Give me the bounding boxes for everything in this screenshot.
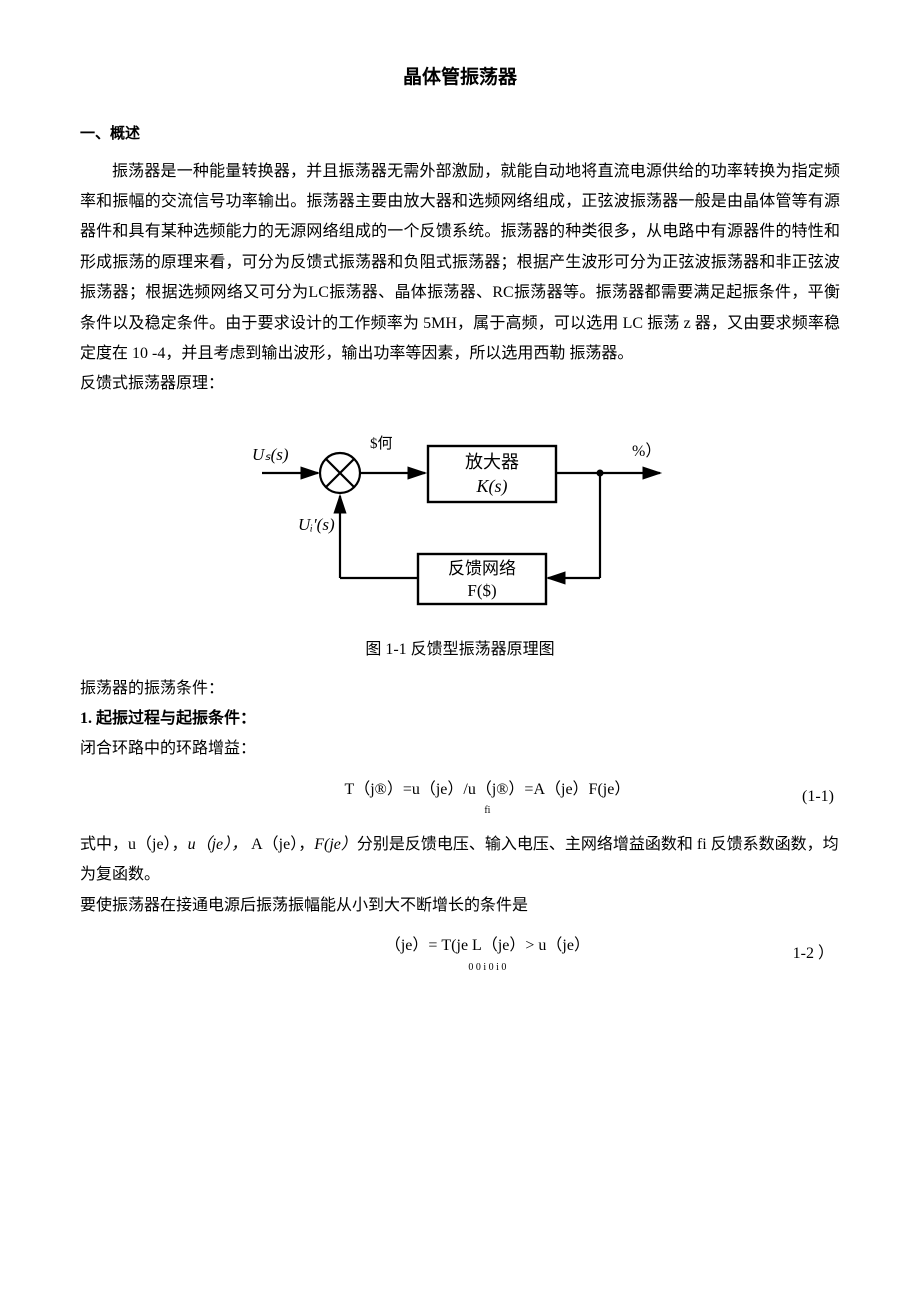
in-tag: $何: [370, 435, 393, 452]
amp-label-1: 放大器: [465, 452, 519, 472]
eq2-number: 1-2 ）: [712, 939, 840, 969]
eq1-text: T（j®）=u（je）/u（j®）=A（je）F(je）: [344, 781, 630, 798]
us-label: Uₛ(s): [252, 445, 289, 464]
eq2-text: （je）= T(je L（je）> u（je）: [385, 937, 590, 954]
eq1-explanation: 式中，u（je），u（je）， A（je），F(je）分别是反馈电压、输入电压、…: [80, 830, 840, 891]
figure-1-1: Uₛ(s) $何 放大器 K(s) %） 反馈网络 F($) Uᵢ′(s): [80, 418, 840, 629]
page-title: 晶体管振荡器: [80, 60, 840, 96]
eq1-number: (1-1): [712, 782, 840, 812]
fb-label-2: F($): [467, 581, 496, 600]
amp-label-2: K(s): [476, 476, 508, 497]
feedback-principle-label: 反馈式振荡器原理：: [80, 369, 840, 399]
ui-label: Uᵢ′(s): [298, 515, 335, 534]
equation-1-2: （je）= T(je L（je）> u（je） 0 0 i 0 i 0 1-2 …: [80, 931, 840, 976]
loop-gain-label: 闭合环路中的环路增益：: [80, 734, 840, 764]
overview-paragraph: 振荡器是一种能量转换器，并且振荡器无需外部激励，就能自动地将直流电源供给的功率转…: [80, 157, 840, 370]
equation-1-1: T（j®）=u（je）/u（j®）=A（je）F(je） fi (1-1): [80, 775, 840, 820]
section-1-head: 一、概述: [80, 120, 840, 149]
eq1-sub: fi: [262, 801, 712, 820]
oscillation-conditions-label: 振荡器的振荡条件：: [80, 674, 840, 704]
fb-label-1: 反馈网络: [448, 559, 516, 578]
out-tag: %）: [632, 442, 661, 460]
eq2-sub: 0 0 i 0 i 0: [262, 958, 712, 977]
figure-1-1-caption: 图 1-1 反馈型振荡器原理图: [80, 635, 840, 665]
feedback-oscillator-diagram: Uₛ(s) $何 放大器 K(s) %） 反馈网络 F($) Uᵢ′(s): [240, 418, 680, 618]
startup-condition-label: 要使振荡器在接通电源后振荡振幅能从小到大不断增长的条件是: [80, 891, 840, 921]
item-1-head: 1. 起振过程与起振条件：: [80, 704, 840, 734]
